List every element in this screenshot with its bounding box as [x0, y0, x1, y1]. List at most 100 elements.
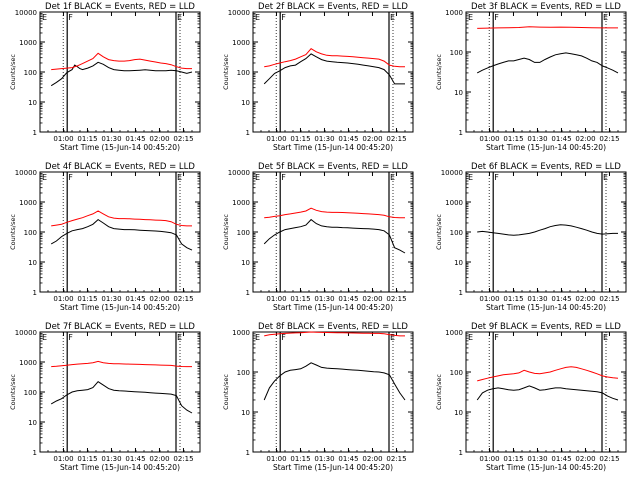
- x-tick-label: 02:15: [599, 135, 619, 143]
- y-tick-label: 1000: [445, 329, 463, 337]
- y-tick-label: 1000: [19, 39, 37, 47]
- x-tick-label: 02:15: [386, 455, 406, 463]
- y-tick-label: 1000: [19, 359, 37, 367]
- chart-title: Det 2f BLACK = Events, RED = LLD: [258, 2, 408, 12]
- x-tick-label: 01:30: [101, 135, 121, 143]
- y-tick-label: 1: [459, 289, 463, 297]
- x-tick-label: 01:15: [503, 295, 523, 303]
- chart-panel-5: Det 5f BLACK = Events, RED = LLD 1 10 100 10…: [222, 162, 414, 312]
- x-axis-label: Start Time (15-Jun-14 00:45:20): [486, 143, 606, 152]
- e-marker-label: E: [177, 173, 182, 182]
- x-tick-label: 02:00: [362, 455, 382, 463]
- chart-title: Det 6f BLACK = Events, RED = LLD: [471, 162, 621, 172]
- chart-title: Det 1f BLACK = Events, RED = LLD: [45, 2, 195, 12]
- x-tick-label: 02:15: [386, 295, 406, 303]
- e-marker-label-left: E: [42, 333, 47, 342]
- y-tick-label: 1: [33, 289, 37, 297]
- series-line-lld: [51, 210, 192, 227]
- x-tick-label: 01:15: [290, 455, 310, 463]
- y-tick-label: 1: [246, 449, 250, 457]
- y-tick-label: 10: [241, 99, 250, 107]
- e-marker-label-left: E: [42, 173, 47, 182]
- series-line-events: [50, 61, 193, 87]
- x-axis-label: Start Time (15-Jun-14 00:45:20): [273, 463, 393, 472]
- f-marker-label: F: [281, 13, 286, 22]
- x-tick-label: 01:00: [53, 135, 73, 143]
- y-axis-label: Counts/sec: [435, 54, 443, 90]
- x-tick-label: 01:00: [266, 295, 286, 303]
- e-marker-label: E: [603, 173, 608, 182]
- y-axis-label: Counts/sec: [222, 374, 230, 410]
- series-line-lld: [264, 331, 405, 337]
- x-tick-label: 01:30: [527, 135, 547, 143]
- series-line-events: [263, 362, 406, 401]
- y-tick-label: 10: [454, 259, 463, 267]
- y-axis-label: Counts/sec: [222, 214, 230, 250]
- x-tick-label: 01:00: [53, 295, 73, 303]
- x-axis-label: Start Time (15-Jun-14 00:45:20): [60, 143, 180, 152]
- x-tick-label: 02:00: [575, 295, 595, 303]
- chart-panel-8: Det 8f BLACK = Events, RED = LLD 1 10 100 10…: [222, 322, 414, 472]
- chart-title: Det 9f BLACK = Events, RED = LLD: [471, 322, 621, 332]
- f-marker-label: F: [68, 173, 73, 182]
- y-tick-label: 1: [459, 449, 463, 457]
- y-tick-label: 1000: [232, 39, 250, 47]
- x-tick-label: 01:00: [479, 455, 499, 463]
- chart-panel-9: Det 9f BLACK = Events, RED = LLD 1 10 100 10…: [435, 322, 627, 472]
- y-tick-label: 10000: [228, 9, 250, 17]
- y-tick-label: 1000: [445, 9, 463, 17]
- x-tick-label: 01:00: [266, 455, 286, 463]
- chart-panel-1: Det 1f BLACK = Events, RED = LLD 1 10 100 10…: [9, 2, 201, 152]
- y-tick-label: 10000: [15, 329, 37, 337]
- f-marker-label: F: [494, 173, 499, 182]
- y-tick-label: 1000: [445, 199, 463, 207]
- y-tick-label: 100: [450, 49, 463, 57]
- e-marker-label-left: E: [255, 333, 260, 342]
- e-marker-label: E: [177, 333, 182, 342]
- x-tick-label: 02:00: [149, 455, 169, 463]
- e-marker-label-left: E: [42, 13, 47, 22]
- y-tick-label: 100: [237, 369, 250, 377]
- y-tick-label: 1: [246, 289, 250, 297]
- x-tick-label: 01:30: [527, 295, 547, 303]
- y-tick-label: 1000: [232, 199, 250, 207]
- x-tick-label: 01:00: [266, 135, 286, 143]
- y-tick-label: 100: [237, 229, 250, 237]
- chart-panel-3: Det 3f BLACK = Events, RED = LLD 1 10 100 10…: [435, 2, 627, 152]
- x-tick-label: 01:45: [551, 455, 571, 463]
- chart-title: Det 5f BLACK = Events, RED = LLD: [258, 162, 408, 172]
- chart-panel-4: Det 4f BLACK = Events, RED = LLD 1 10 100 10…: [9, 162, 201, 312]
- x-tick-label: 01:15: [290, 295, 310, 303]
- series-line-lld: [264, 48, 405, 68]
- series-line-lld: [477, 26, 618, 29]
- x-tick-label: 01:15: [77, 295, 97, 303]
- f-marker-label: F: [281, 173, 286, 182]
- y-tick-label: 10: [241, 409, 250, 417]
- y-tick-label: 100: [24, 229, 37, 237]
- series-line-events: [50, 381, 193, 414]
- e-marker-label-left: E: [468, 173, 473, 182]
- x-axis-label: Start Time (15-Jun-14 00:45:20): [60, 463, 180, 472]
- e-marker-label-left: E: [255, 13, 260, 22]
- x-tick-label: 01:45: [125, 295, 145, 303]
- y-axis-label: Counts/sec: [435, 374, 443, 410]
- y-axis-label: Counts/sec: [9, 374, 17, 410]
- x-tick-label: 01:15: [77, 455, 97, 463]
- y-tick-label: 10000: [15, 169, 37, 177]
- chart-panel-6: Det 6f BLACK = Events, RED = LLD 1 10 100 10…: [435, 162, 627, 312]
- y-tick-label: 100: [24, 69, 37, 77]
- x-axis-label: Start Time (15-Jun-14 00:45:20): [273, 143, 393, 152]
- series-line-events: [477, 224, 618, 236]
- x-tick-label: 01:00: [479, 135, 499, 143]
- x-tick-label: 01:00: [53, 455, 73, 463]
- x-tick-label: 02:00: [149, 135, 169, 143]
- x-tick-label: 01:45: [551, 295, 571, 303]
- e-marker-label: E: [390, 173, 395, 182]
- x-axis-label: Start Time (15-Jun-14 00:45:20): [486, 303, 606, 312]
- x-tick-label: 02:15: [599, 295, 619, 303]
- series-line-lld: [477, 366, 619, 382]
- x-axis-label: Start Time (15-Jun-14 00:45:20): [60, 303, 180, 312]
- series-line-events: [263, 218, 406, 254]
- x-tick-label: 01:45: [125, 135, 145, 143]
